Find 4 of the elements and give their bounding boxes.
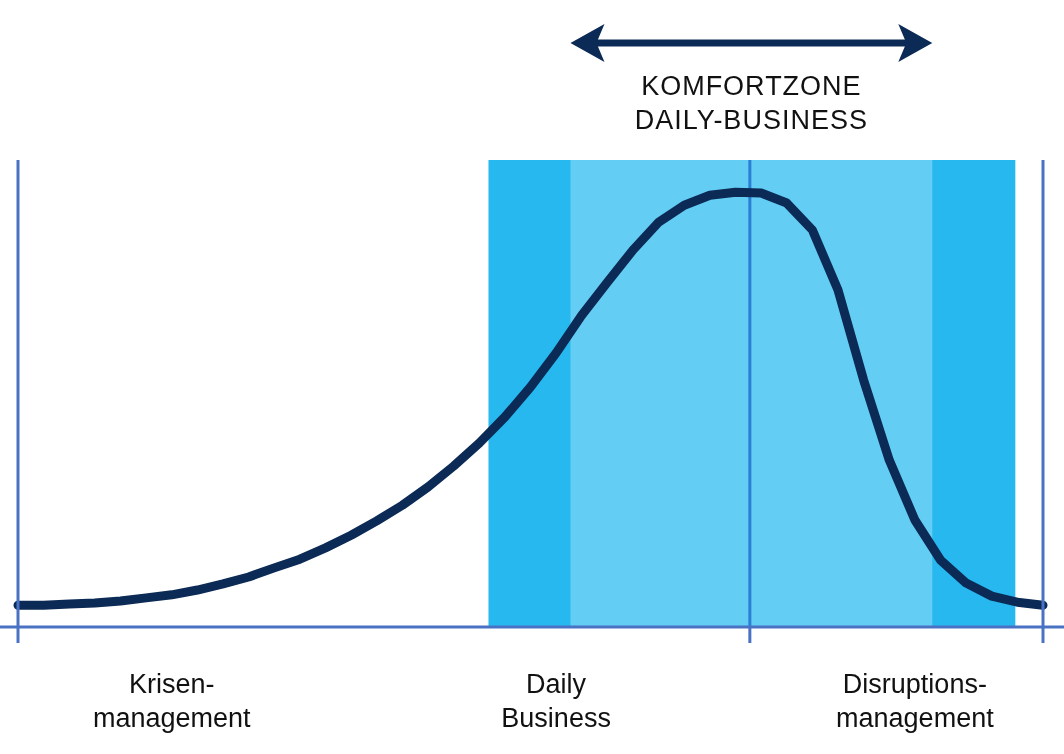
- x-tick-label: Disruptions-management: [836, 669, 995, 733]
- text: KOMFORTZONE DAILY-BUSINESS: [634, 71, 868, 135]
- x-tick-label: Daily Business: [501, 669, 611, 733]
- x-tick-label: Krisen-management: [92, 669, 252, 733]
